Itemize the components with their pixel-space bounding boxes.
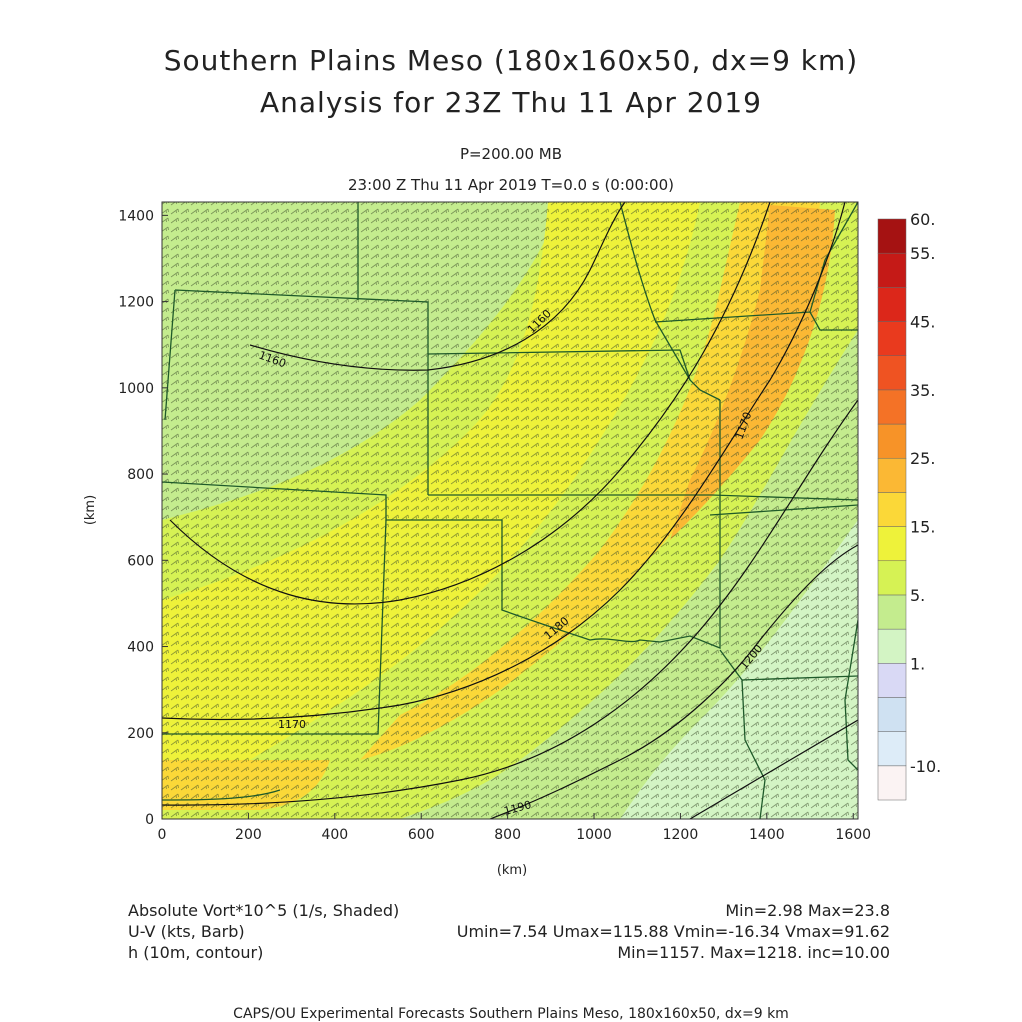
colorbar-label: 15. bbox=[910, 518, 935, 537]
x-tick-label: 200 bbox=[235, 827, 262, 843]
y-tick-label: 200 bbox=[127, 726, 154, 742]
x-tick-label: 400 bbox=[321, 827, 348, 843]
plot-frame bbox=[161, 201, 859, 820]
x-axis-label: (km) bbox=[497, 863, 527, 878]
y-tick-label: 0 bbox=[145, 812, 154, 828]
colorbar-swatch bbox=[877, 526, 907, 562]
y-tick-label: 400 bbox=[127, 640, 154, 656]
plot-subtitle: Analysis for 23Z Thu 11 Apr 2019 bbox=[260, 86, 762, 119]
field-description-wind: U-V (kts, Barb) bbox=[128, 922, 245, 941]
colorbar-swatch bbox=[877, 252, 907, 288]
x-axis: 0 200 400 600 800 1000 1200 1400 1600 bbox=[158, 827, 872, 843]
contour-label: 1170 bbox=[278, 718, 306, 731]
colorbar-label: 45. bbox=[910, 313, 935, 332]
field-description-height: h (10m, contour) bbox=[128, 943, 264, 962]
colorbar-swatch bbox=[877, 594, 907, 630]
colorbar-swatch bbox=[877, 321, 907, 356]
colorbar-labels: 60. 55. 45. 35. 25. 15. 5. 1. -10. bbox=[910, 210, 941, 776]
colorbar-label: 5. bbox=[910, 586, 925, 605]
x-tick-label: 1400 bbox=[749, 827, 785, 843]
colorbar-swatch bbox=[877, 560, 907, 596]
colorbar-swatch bbox=[877, 389, 907, 425]
vorticity-stats: Min=2.98 Max=23.8 bbox=[725, 901, 890, 920]
y-tick-label: 1400 bbox=[118, 208, 154, 224]
wind-stats: Umin=7.54 Umax=115.88 Vmin=-16.34 Vmax=9… bbox=[456, 922, 890, 941]
height-stats: Min=1157. Max=1218. inc=10.00 bbox=[617, 943, 890, 962]
colorbar-label: 60. bbox=[910, 210, 935, 229]
field-description-vorticity: Absolute Vort*10^5 (1/s, Shaded) bbox=[128, 901, 400, 920]
colorbar-label: 55. bbox=[910, 244, 935, 263]
y-axis: 0 200 400 600 800 1000 1200 1400 bbox=[118, 208, 154, 828]
vorticity-shading bbox=[162, 202, 858, 819]
valid-time-label: 23:00 Z Thu 11 Apr 2019 T=0.0 s (0:00:00… bbox=[348, 176, 674, 194]
colorbar-swatch bbox=[877, 355, 907, 391]
x-tick-label: 0 bbox=[158, 827, 167, 843]
height-contours bbox=[162, 202, 858, 819]
colorbar-swatch bbox=[877, 218, 907, 254]
state-boundaries bbox=[162, 202, 858, 819]
colorbar-swatch bbox=[877, 697, 907, 732]
y-tick-label: 1000 bbox=[118, 381, 154, 397]
x-tick-label: 1200 bbox=[663, 827, 699, 843]
colorbar-swatch bbox=[877, 457, 907, 493]
colorbar-swatch bbox=[877, 628, 907, 664]
colorbar-label: -10. bbox=[910, 757, 941, 776]
colorbar-swatch bbox=[877, 287, 907, 322]
colorbar bbox=[877, 218, 907, 801]
y-tick-label: 1200 bbox=[118, 295, 154, 311]
axis-ticks bbox=[161, 214, 854, 820]
x-tick-label: 1000 bbox=[576, 827, 612, 843]
colorbar-label: 25. bbox=[910, 449, 935, 468]
y-axis-label: (km) bbox=[83, 495, 98, 525]
y-tick-label: 600 bbox=[127, 553, 154, 569]
colorbar-swatch bbox=[877, 663, 907, 698]
colorbar-swatch bbox=[877, 765, 907, 801]
y-tick-label: 800 bbox=[127, 467, 154, 483]
pressure-level-label: P=200.00 MB bbox=[459, 145, 563, 163]
colorbar-label: 35. bbox=[910, 381, 935, 400]
plot-title: Southern Plains Meso (180x160x50, dx=9 k… bbox=[163, 44, 859, 77]
colorbar-label: 1. bbox=[910, 654, 925, 673]
colorbar-swatch bbox=[877, 731, 907, 767]
colorbar-swatch bbox=[877, 423, 907, 459]
x-tick-label: 800 bbox=[494, 827, 521, 843]
x-tick-label: 600 bbox=[408, 827, 435, 843]
colorbar-swatch bbox=[877, 492, 907, 527]
credit-line: CAPS/OU Experimental Forecasts Southern … bbox=[233, 1006, 789, 1022]
x-tick-label: 1600 bbox=[835, 827, 871, 843]
